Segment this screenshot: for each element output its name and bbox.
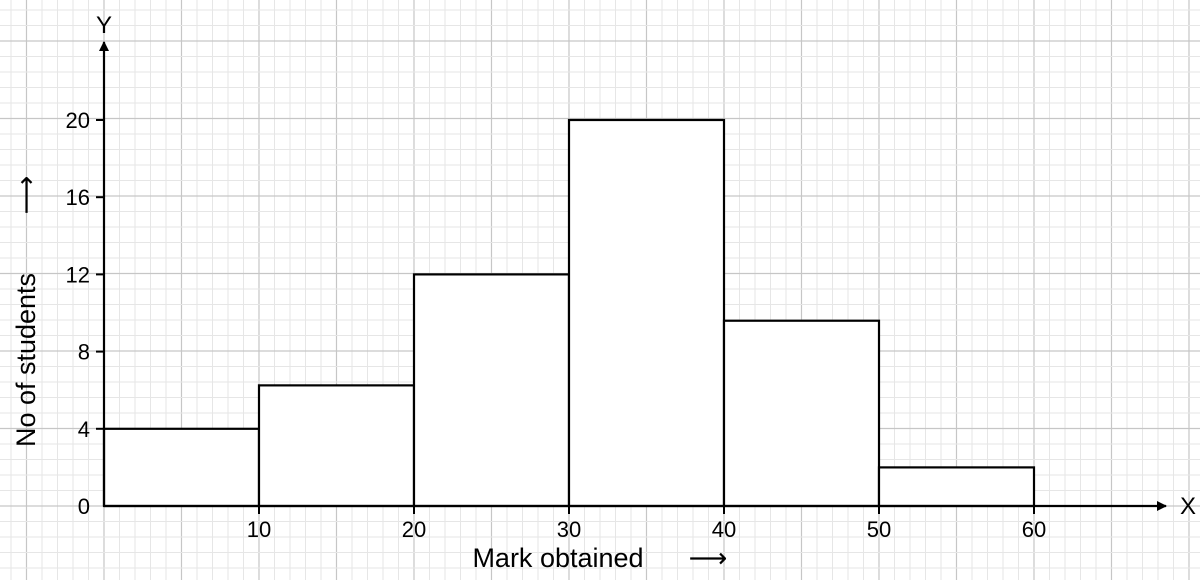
histogram-bar	[104, 429, 259, 506]
histogram-bar	[259, 385, 414, 506]
x-tick-label: 40	[712, 517, 736, 542]
x-tick-label: 10	[247, 517, 271, 542]
histogram-bar	[724, 321, 879, 506]
y-tick-label: 16	[66, 185, 90, 210]
histogram-bar	[879, 467, 1034, 506]
histogram-bar	[569, 120, 724, 506]
y-axis-title: No of students	[11, 273, 41, 447]
y-tick-label: 0	[78, 494, 90, 519]
x-axis-title: Mark obtained	[472, 543, 643, 573]
y-tick-label: 8	[78, 340, 90, 365]
x-axis-letter: X	[1180, 493, 1196, 520]
y-tick-label: 4	[78, 417, 90, 442]
x-tick-label: 20	[402, 517, 426, 542]
histogram-bar	[414, 274, 569, 506]
y-axis-letter: Y	[96, 12, 112, 39]
y-tick-label: 20	[66, 108, 90, 133]
y-axis-title-arrow: ⟶	[11, 176, 41, 215]
y-tick-label: 12	[66, 262, 90, 287]
x-tick-label: 50	[867, 517, 891, 542]
x-axis-title-arrow: ⟶	[689, 543, 728, 573]
x-tick-label: 60	[1022, 517, 1046, 542]
x-tick-label: 30	[557, 517, 581, 542]
